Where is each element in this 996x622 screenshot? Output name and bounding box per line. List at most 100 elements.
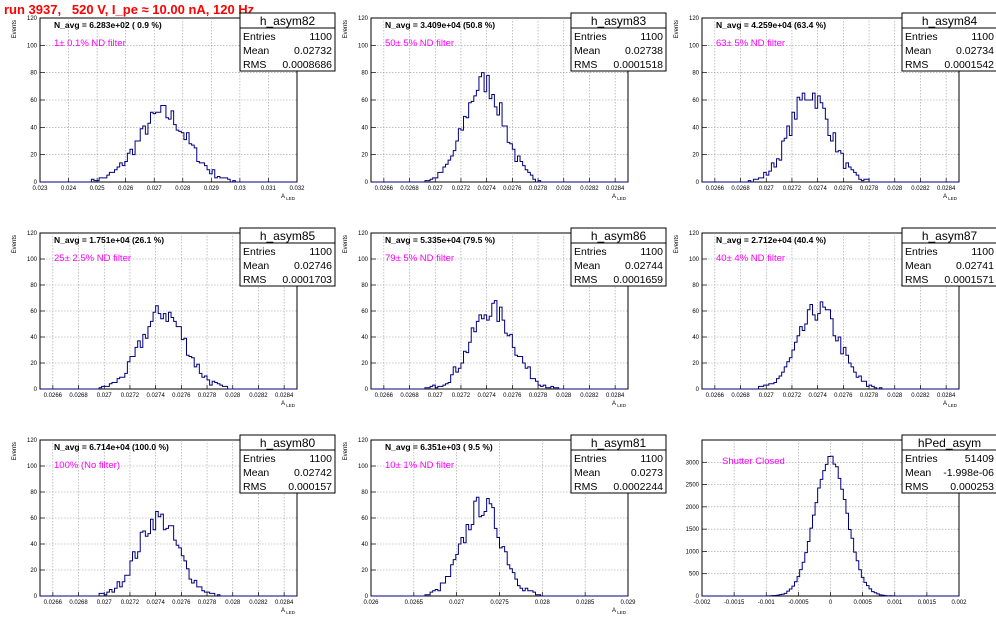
- x-tick-label: 0.024: [61, 186, 77, 192]
- stat-value: -1.998e-06: [943, 467, 994, 479]
- x-axis-label: A LED: [281, 194, 296, 201]
- histogram-line: [40, 104, 297, 183]
- stat-label: Mean: [243, 467, 269, 479]
- x-tick-label: 0.0274: [808, 393, 827, 399]
- x-tick-label: -0.0005: [788, 600, 809, 606]
- stats-box-frame: [901, 12, 996, 72]
- x-tick-label: 0.0272: [452, 393, 471, 399]
- y-tick-label: 60: [30, 98, 37, 104]
- histogram-name: h_asym85: [260, 229, 316, 243]
- filter-label: 10± 1% ND filter: [385, 460, 454, 471]
- x-tick-label: 0.027: [147, 186, 163, 192]
- stat-label: RMS: [574, 59, 597, 71]
- y-tick-label: 120: [689, 231, 700, 237]
- stat-label: RMS: [243, 481, 266, 493]
- stat-value: 0.02744: [625, 260, 663, 272]
- x-tick-label: 0.0276: [834, 186, 853, 192]
- stat-label: Mean: [574, 45, 600, 57]
- x-tick-label: 0.0276: [172, 600, 191, 606]
- stat-value: 0.02742: [294, 467, 332, 479]
- stat-value: 0.000157: [288, 481, 332, 493]
- stat-label: Mean: [574, 260, 600, 272]
- y-tick-label: 500: [689, 572, 700, 578]
- stat-value: 0.0001542: [944, 59, 994, 71]
- x-tick-label: 0.0284: [606, 393, 625, 399]
- y-tick-label: 40: [361, 125, 368, 131]
- stat-label: Entries: [243, 246, 276, 258]
- y-axis-label: Events: [674, 20, 680, 38]
- y-tick-label: 100: [358, 464, 369, 470]
- y-tick-label: 80: [30, 283, 37, 289]
- y-tick-label: 60: [692, 309, 699, 315]
- histogram-panel-h_asym81: 0.026 0.0265 0.027 0.0275 0.028 0.0285 0.029 0 2…: [343, 434, 667, 615]
- y-tick-label: 40: [692, 125, 699, 131]
- x-tick-label: 0.0282: [249, 600, 268, 606]
- x-tick-label: 0.0284: [606, 186, 625, 192]
- stat-label: Entries: [905, 31, 938, 43]
- y-tick-label: 80: [692, 283, 699, 289]
- y-axis-label: Events: [343, 20, 349, 38]
- x-tick-label: 0.0282: [249, 393, 268, 399]
- x-axis-label: A LED: [281, 401, 296, 408]
- filter-label: 100% (No filter): [54, 460, 120, 471]
- x-tick-label: -0.001: [758, 600, 776, 606]
- y-tick-label: 0: [365, 387, 369, 393]
- x-tick-label: 0.028: [225, 393, 241, 399]
- y-tick-label: 0: [34, 387, 38, 393]
- histogram-name: h_asym80: [260, 436, 316, 450]
- x-tick-label: 0.028: [556, 393, 572, 399]
- histogram-line: [371, 72, 628, 183]
- x-tick-label: 0.002: [951, 600, 967, 606]
- stats-box: hPed_asym Entries 51409 Mean -1.998e-06 RMS 0.…: [901, 434, 996, 494]
- y-tick-label: 20: [361, 361, 368, 367]
- histogram-panel-h_asym83: 0.0266 0.0268 0.027 0.0272 0.0274 0.0276 0.027…: [343, 12, 667, 201]
- stats-box-frame: [901, 434, 996, 494]
- filter-label: 50± 5% ND filter: [385, 38, 454, 49]
- x-tick-label: 0.023: [32, 186, 48, 192]
- x-tick-label: 0: [829, 600, 833, 606]
- y-tick-label: 80: [30, 71, 37, 77]
- histogram-line: [371, 300, 628, 390]
- x-tick-label: 0.0266: [44, 600, 63, 606]
- y-tick-label: 120: [27, 16, 38, 22]
- stats-box-frame: [239, 12, 336, 72]
- y-tick-label: 20: [361, 153, 368, 159]
- y-tick-label: 120: [358, 16, 369, 22]
- y-tick-label: 120: [358, 438, 369, 444]
- n-avg-label: N_avg = 3.409e+04 (50.8 %): [385, 20, 495, 30]
- histogram-line: [371, 496, 628, 597]
- stat-label: Entries: [243, 31, 276, 43]
- y-tick-label: 60: [361, 516, 368, 522]
- stat-label: Entries: [243, 453, 276, 465]
- x-tick-label: 0.028: [887, 186, 903, 192]
- y-tick-label: 100: [27, 464, 38, 470]
- x-tick-label: 0.0272: [783, 186, 802, 192]
- y-tick-label: 0: [696, 594, 700, 600]
- x-tick-label: 0.0284: [937, 393, 956, 399]
- x-tick-label: 0.025: [90, 186, 106, 192]
- x-tick-label: 0.029: [620, 600, 636, 606]
- y-tick-label: 40: [30, 542, 37, 548]
- x-tick-label: 0.0272: [783, 393, 802, 399]
- histogram-name: h_asym82: [260, 14, 316, 28]
- x-tick-label: 0.0276: [172, 393, 191, 399]
- x-tick-label: 0.0274: [146, 393, 165, 399]
- y-tick-label: 80: [361, 71, 368, 77]
- y-tick-label: 80: [30, 490, 37, 496]
- stat-value: 1100: [971, 246, 994, 258]
- histogram-line: [702, 92, 959, 183]
- histogram-panel-h_asym86: 0.0266 0.0268 0.027 0.0272 0.0274 0.0276 0.027…: [343, 227, 667, 408]
- stat-value: 1100: [640, 246, 663, 258]
- n-avg-label: N_avg = 6.714e+04 (100.0 %): [54, 442, 169, 452]
- x-tick-label: -0.0015: [724, 600, 745, 606]
- y-tick-label: 0: [34, 594, 38, 600]
- stats-box-frame: [239, 434, 336, 494]
- histogram-name: h_asym87: [922, 229, 978, 243]
- x-tick-label: 0.0285: [576, 600, 595, 606]
- x-tick-label: 0.0284: [275, 393, 294, 399]
- y-tick-label: 120: [27, 438, 38, 444]
- y-tick-label: 60: [692, 98, 699, 104]
- x-tick-label: 0.0275: [490, 600, 509, 606]
- filter-label: 79± 5% ND filter: [385, 253, 454, 264]
- x-tick-label: 0.0015: [918, 600, 937, 606]
